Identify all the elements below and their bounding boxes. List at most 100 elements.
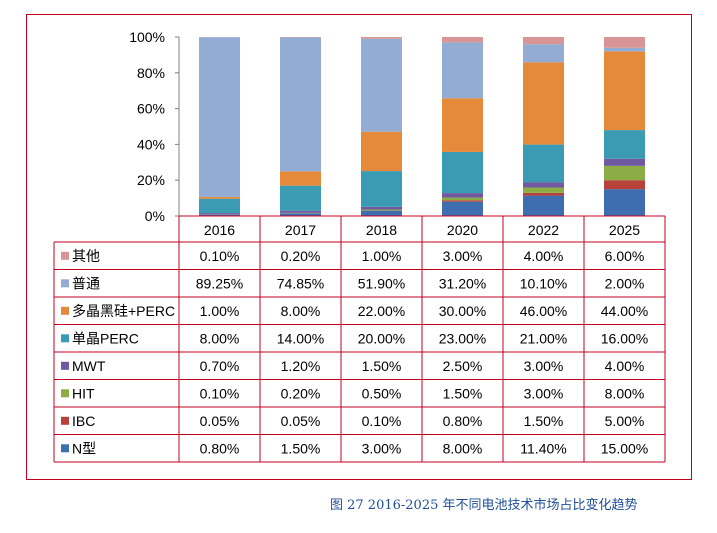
bar-segment-2018-0 xyxy=(361,210,402,216)
x-category-label-2018: 2018 xyxy=(366,222,397,238)
bar-segment-2022-1 xyxy=(523,192,564,196)
legend-swatch-5 xyxy=(61,306,69,315)
data-label: 3.00% xyxy=(524,358,564,374)
bar-segment-2022-0 xyxy=(523,195,564,216)
legend-swatch-4 xyxy=(61,334,69,343)
bar-segment-2025-1 xyxy=(604,180,645,190)
bar-segment-2017-3 xyxy=(280,210,321,213)
bar-segment-2020-4 xyxy=(442,151,483,194)
bar-segment-2025-4 xyxy=(604,130,645,159)
bar-segment-2016-5 xyxy=(199,196,240,199)
data-label: 0.10% xyxy=(200,385,240,401)
data-label: 16.00% xyxy=(601,330,648,346)
data-label: 6.00% xyxy=(605,248,645,264)
bar-segment-2022-3 xyxy=(523,182,564,188)
data-label: 1.50% xyxy=(524,413,564,429)
bar-segment-2017-4 xyxy=(280,185,321,211)
bar-segment-2018-6 xyxy=(361,38,402,132)
legend-swatch-0 xyxy=(61,444,69,453)
data-label: 1.50% xyxy=(362,358,402,374)
y-tick-label: 60% xyxy=(137,101,165,117)
data-label: 23.00% xyxy=(439,330,486,346)
bar-segment-2022-5 xyxy=(523,62,564,145)
bar-segment-2020-3 xyxy=(442,193,483,198)
figure-caption: 图 27 2016-2025 年不同电池技术市场占比变化趋势 xyxy=(330,498,638,513)
data-label: 20.00% xyxy=(358,330,405,346)
legend-swatch-7 xyxy=(61,251,69,260)
bar-segment-2022-7 xyxy=(523,37,564,45)
bar-segment-2017-0 xyxy=(280,213,321,216)
data-label: 0.20% xyxy=(281,248,321,264)
legend-label: HIT xyxy=(72,385,95,401)
data-label: 0.10% xyxy=(362,413,402,429)
data-label: 15.00% xyxy=(601,440,648,456)
bar-segment-2018-5 xyxy=(361,131,402,172)
data-label: 4.00% xyxy=(605,358,645,374)
bar-segment-2020-1 xyxy=(442,200,483,202)
legend-swatch-1 xyxy=(61,416,69,425)
x-category-label-2025: 2025 xyxy=(609,222,640,238)
bar-segment-2017-6 xyxy=(280,37,321,172)
bar-segment-2020-0 xyxy=(442,201,483,216)
data-label: 4.00% xyxy=(524,248,564,264)
data-label: 1.00% xyxy=(200,303,240,319)
data-label: 5.00% xyxy=(605,413,645,429)
data-label: 1.50% xyxy=(281,440,321,456)
data-label: 3.00% xyxy=(362,440,402,456)
data-label: 30.00% xyxy=(439,303,486,319)
bar-segment-2025-2 xyxy=(604,165,645,181)
data-label: 3.00% xyxy=(443,248,483,264)
data-label: 14.00% xyxy=(277,330,324,346)
legend-label: 单晶PERC xyxy=(72,330,139,346)
bar-segment-2017-5 xyxy=(280,171,321,186)
data-label: 1.50% xyxy=(443,385,483,401)
chart-frame xyxy=(26,14,692,480)
bar-segment-2016-4 xyxy=(199,198,240,214)
data-label: 1.20% xyxy=(281,358,321,374)
data-label: 44.00% xyxy=(601,303,648,319)
bar-segment-2018-2 xyxy=(361,209,402,211)
data-label: 3.00% xyxy=(524,385,564,401)
data-label: 11.40% xyxy=(520,440,566,456)
bar-segment-2022-4 xyxy=(523,144,564,183)
data-label: 74.85% xyxy=(277,275,324,291)
data-label: 0.80% xyxy=(443,413,483,429)
bar-segment-2018-7 xyxy=(361,37,402,39)
data-label: 0.80% xyxy=(200,440,240,456)
y-tick-label: 40% xyxy=(137,136,165,152)
data-label: 8.00% xyxy=(281,303,321,319)
data-label: 8.00% xyxy=(200,330,240,346)
legend-label: 普通 xyxy=(72,275,100,291)
data-label: 22.00% xyxy=(358,303,405,319)
bar-segment-2022-2 xyxy=(523,187,564,193)
data-label: 2.50% xyxy=(443,358,483,374)
bar-segment-2020-2 xyxy=(442,197,483,201)
data-label: 10.10% xyxy=(520,275,567,291)
bar-segment-2020-7 xyxy=(442,37,483,43)
data-label: 1.00% xyxy=(362,248,402,264)
legend-label: N型 xyxy=(72,440,96,456)
bar-segment-2016-3 xyxy=(199,213,240,215)
data-label: 0.10% xyxy=(200,248,240,264)
data-label: 0.50% xyxy=(362,385,402,401)
y-tick-label: 0% xyxy=(145,208,165,224)
y-tick-label: 80% xyxy=(137,65,165,81)
data-label: 2.00% xyxy=(605,275,645,291)
data-label: 0.20% xyxy=(281,385,321,401)
bar-segment-2025-6 xyxy=(604,47,645,52)
bar-segment-2025-0 xyxy=(604,189,645,216)
bar-segment-2016-0 xyxy=(199,214,240,216)
bar-segment-2022-6 xyxy=(523,44,564,63)
data-label: 46.00% xyxy=(520,303,567,319)
legend-label: IBC xyxy=(72,413,95,429)
bar-segment-2025-5 xyxy=(604,51,645,131)
bar-segment-2020-5 xyxy=(442,98,483,152)
legend-label: 多晶黑硅+PERC xyxy=(72,303,175,319)
data-label: 8.00% xyxy=(605,385,645,401)
data-label: 0.70% xyxy=(200,358,240,374)
bar-segment-2016-6 xyxy=(199,37,240,197)
x-category-label-2017: 2017 xyxy=(285,222,316,238)
legend-swatch-3 xyxy=(61,361,69,370)
bar-segment-2025-3 xyxy=(604,158,645,166)
data-label: 31.20% xyxy=(439,275,486,291)
